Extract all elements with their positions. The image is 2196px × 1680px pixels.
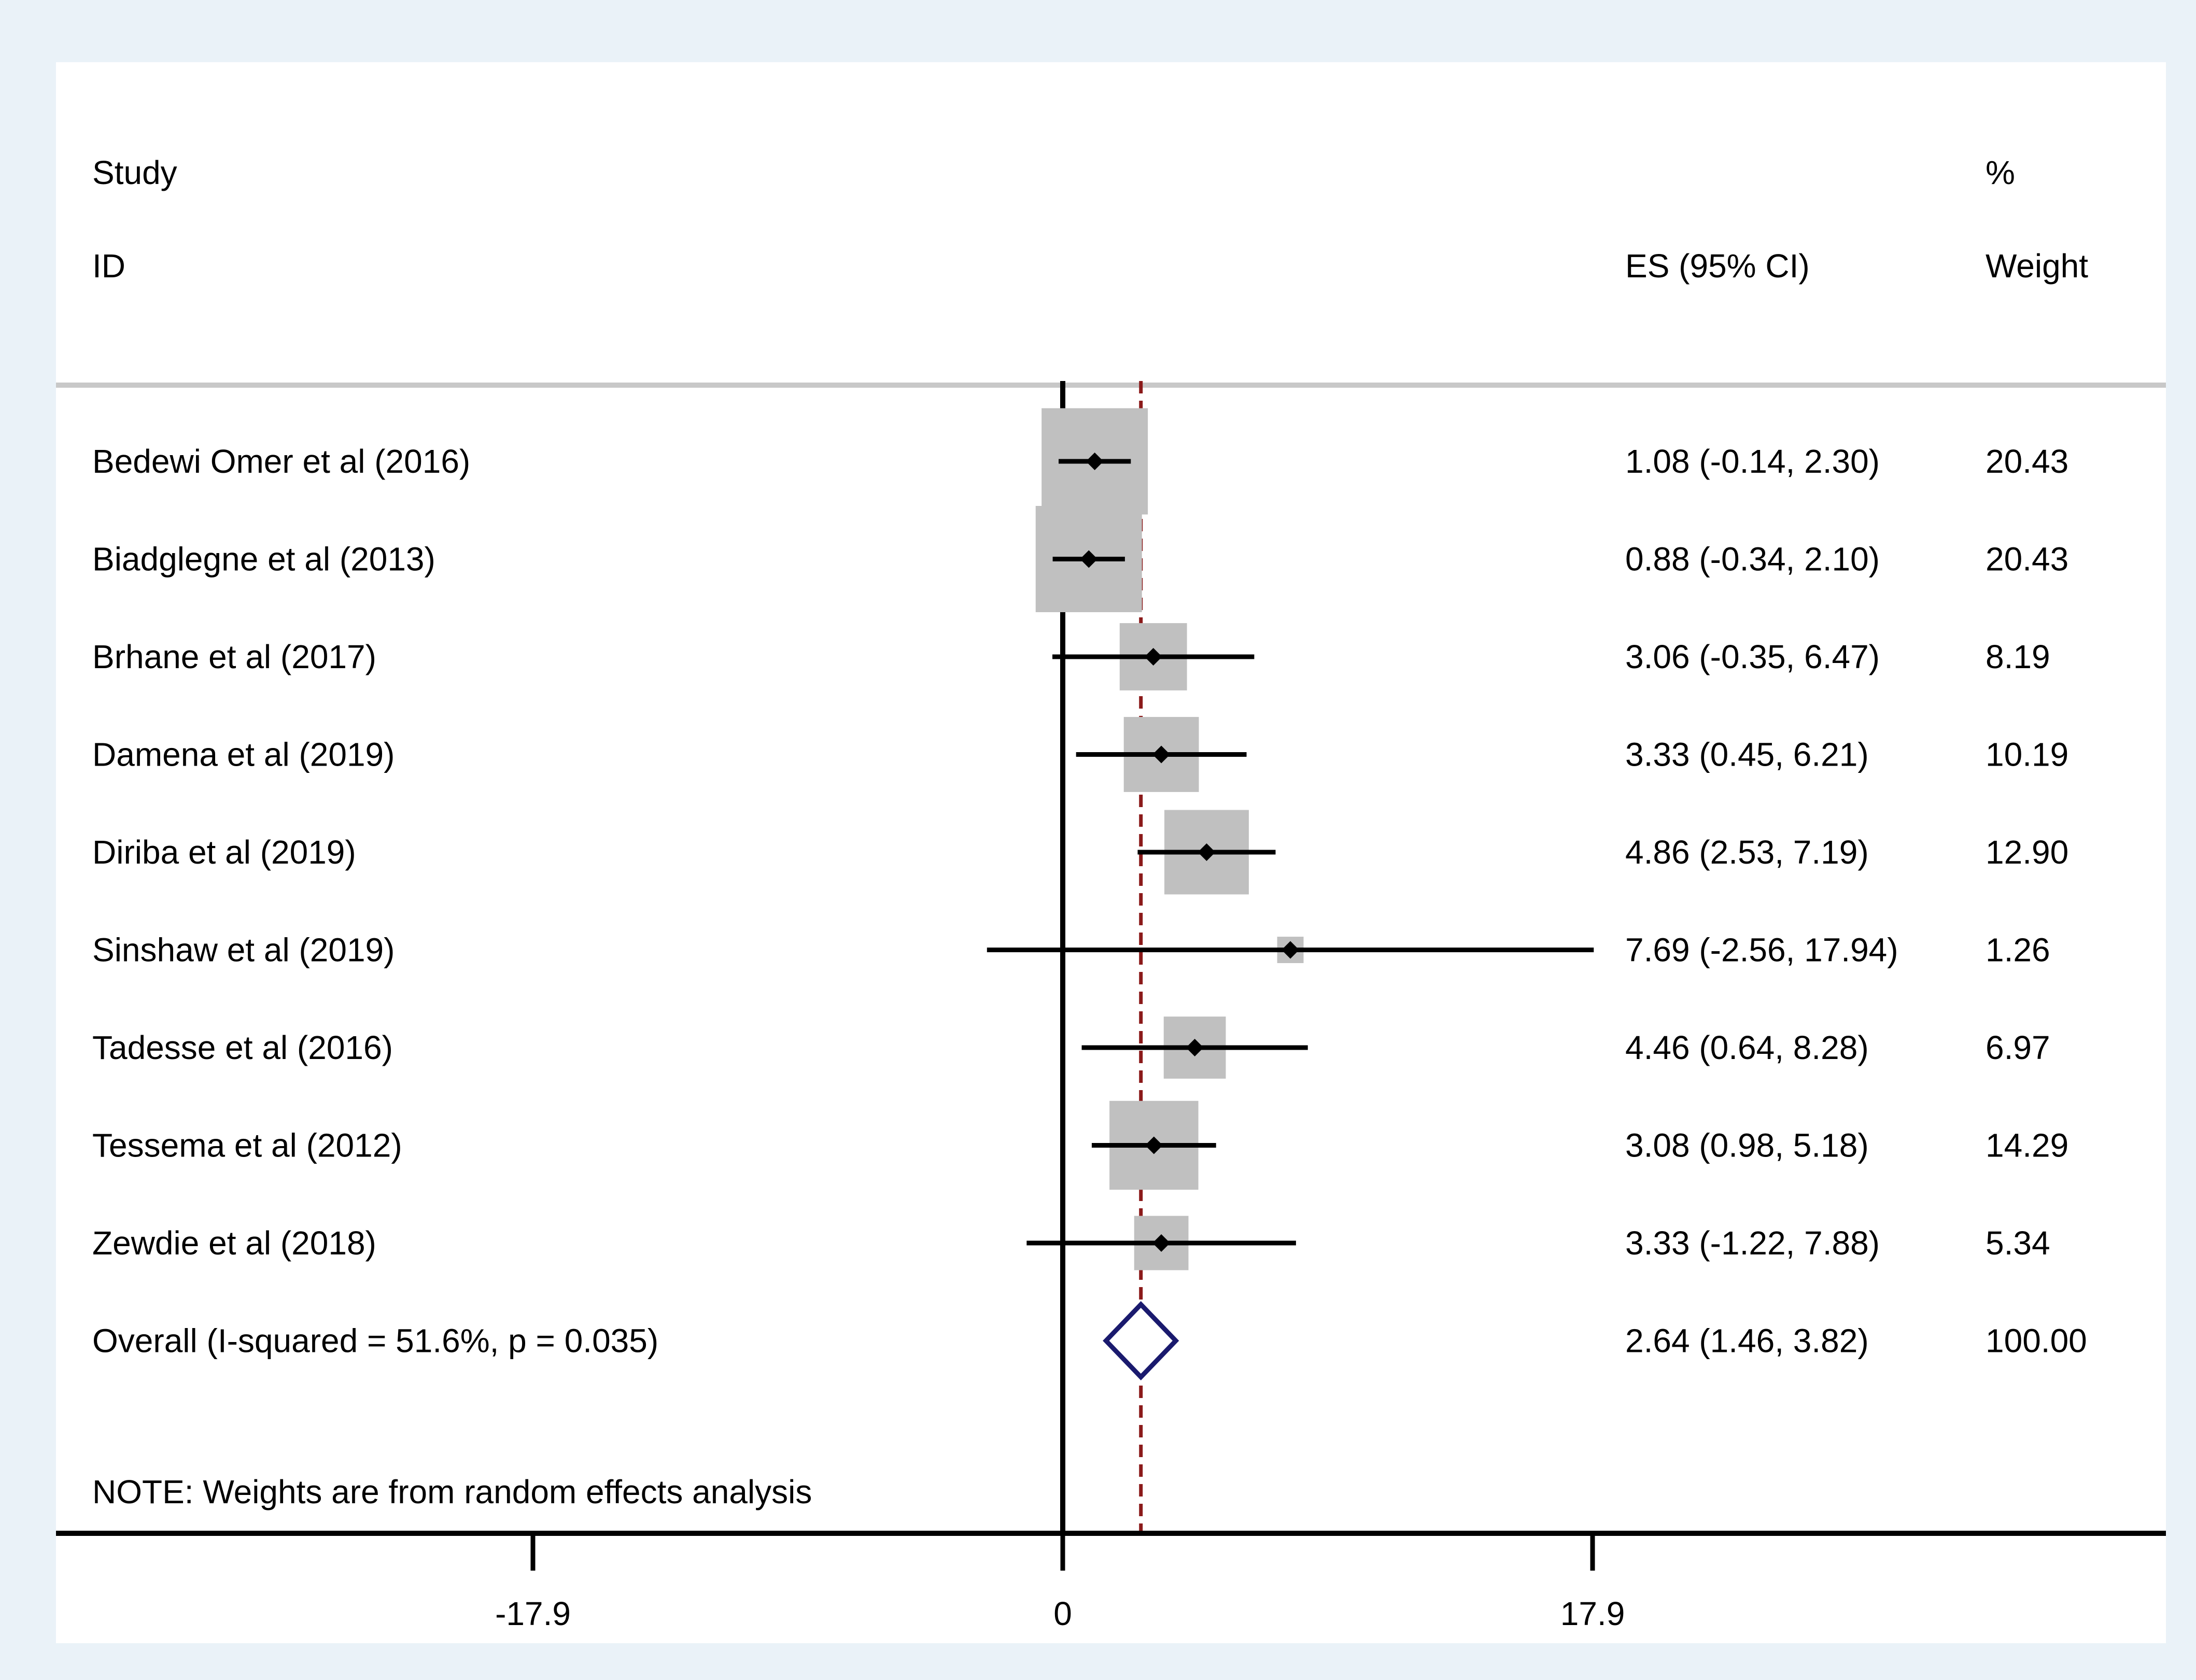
study-es-ci: 4.86 (2.53, 7.19) xyxy=(1625,834,1869,871)
x-axis-ticks: -17.9 0 17.9 xyxy=(495,1533,1625,1632)
study-weight: 1.26 xyxy=(1986,931,2050,969)
study-weight: 5.34 xyxy=(1986,1224,2050,1262)
study-point-estimate xyxy=(1144,648,1162,666)
study-weight: 20.43 xyxy=(1986,443,2068,480)
study-label: Damena et al (2019) xyxy=(92,736,395,773)
header-weight-top: % xyxy=(1986,154,2015,191)
header-study: Study xyxy=(92,154,177,191)
note-text: NOTE: Weights are from random effects an… xyxy=(92,1473,812,1510)
study-point-estimate xyxy=(1186,1039,1204,1056)
study-point-estimate xyxy=(1198,843,1216,861)
study-point-estimate xyxy=(1152,745,1171,764)
study-label: Zewdie et al (2018) xyxy=(92,1224,376,1262)
study-rows: Bedewi Omer et al (2016) 1.08 (-0.14, 2.3… xyxy=(92,408,2068,1270)
study-label: Sinshaw et al (2019) xyxy=(92,931,395,969)
study-label: Brhane et al (2017) xyxy=(92,638,376,675)
study-point-estimate xyxy=(1282,941,1300,959)
study-label: Tadesse et al (2016) xyxy=(92,1029,393,1066)
study-weight: 8.19 xyxy=(1986,638,2050,675)
study-es-ci: 3.06 (-0.35, 6.47) xyxy=(1625,638,1880,675)
overall-row: Overall (I-squared = 51.6%, p = 0.035) 2.… xyxy=(92,1301,2087,1380)
overall-es-ci: 2.64 (1.46, 3.82) xyxy=(1625,1322,1869,1360)
study-es-ci: 3.08 (0.98, 5.18) xyxy=(1625,1127,1869,1164)
study-es-ci: 7.69 (-2.56, 17.94) xyxy=(1625,931,1898,969)
study-weight: 14.29 xyxy=(1986,1127,2068,1164)
x-tick-label: 17.9 xyxy=(1560,1595,1625,1632)
overall-label: Overall (I-squared = 51.6%, p = 0.035) xyxy=(92,1322,658,1360)
study-weight: 6.97 xyxy=(1986,1029,2050,1066)
study-point-estimate xyxy=(1152,1234,1171,1252)
study-es-ci: 3.33 (-1.22, 7.88) xyxy=(1625,1224,1880,1262)
study-es-ci: 0.88 (-0.34, 2.10) xyxy=(1625,541,1880,578)
x-tick-label: 0 xyxy=(1053,1595,1072,1632)
study-point-estimate xyxy=(1080,550,1098,568)
study-label: Biadglegne et al (2013) xyxy=(92,541,435,578)
header-es: ES (95% CI) xyxy=(1625,247,1810,285)
study-label: Tessema et al (2012) xyxy=(92,1127,402,1164)
study-point-estimate xyxy=(1145,1136,1163,1154)
plot-area xyxy=(56,62,2166,1643)
study-es-ci: 3.33 (0.45, 6.21) xyxy=(1625,736,1869,773)
header-id: ID xyxy=(92,247,125,285)
study-weight: 12.90 xyxy=(1986,834,2068,871)
study-label: Bedewi Omer et al (2016) xyxy=(92,443,470,480)
study-weight: 10.19 xyxy=(1986,736,2068,773)
overall-weight: 100.00 xyxy=(1986,1322,2087,1360)
study-point-estimate xyxy=(1086,453,1104,470)
study-weight: 20.43 xyxy=(1986,541,2068,578)
study-es-ci: 1.08 (-0.14, 2.30) xyxy=(1625,443,1880,480)
study-es-ci: 4.46 (0.64, 8.28) xyxy=(1625,1029,1869,1066)
header-weight-bottom: Weight xyxy=(1986,247,2088,285)
study-label: Diriba et al (2019) xyxy=(92,834,356,871)
x-tick-label: -17.9 xyxy=(495,1595,571,1632)
overall-diamond xyxy=(1103,1301,1179,1380)
